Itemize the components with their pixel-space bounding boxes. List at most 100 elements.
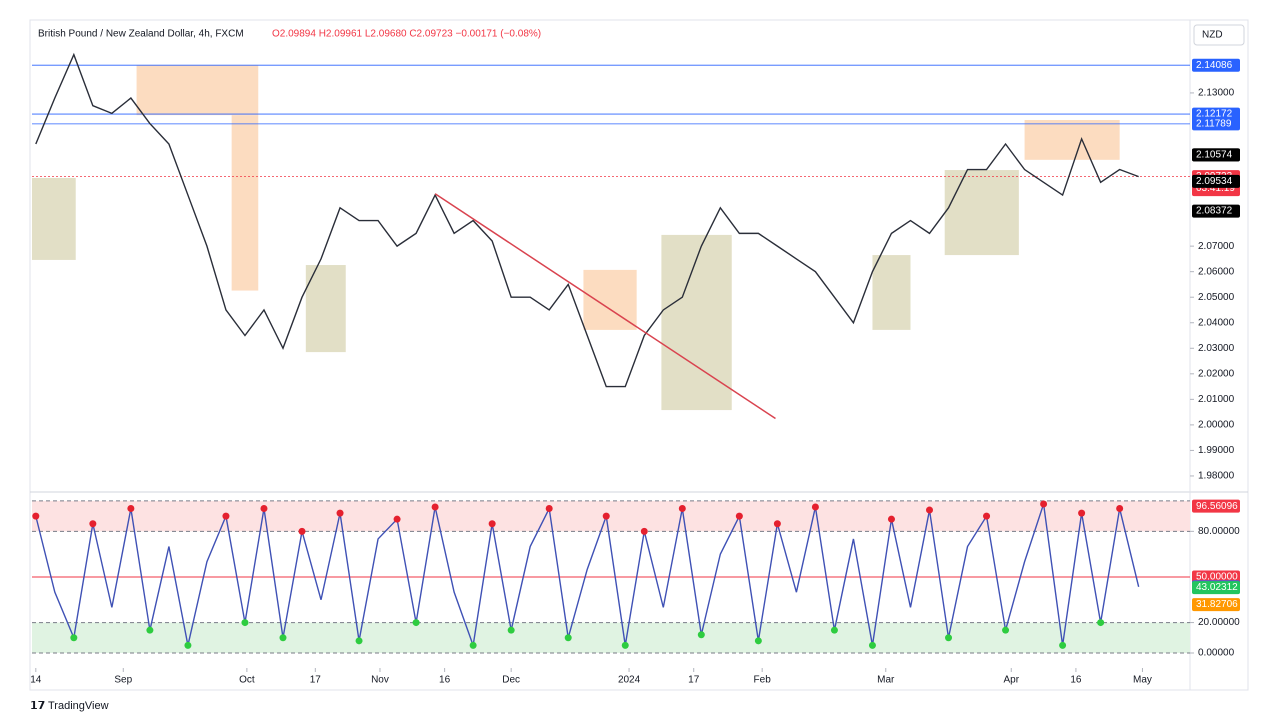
extreme-dot: [773, 520, 781, 528]
zone: [305, 265, 346, 353]
x-tick-label: 16: [439, 675, 451, 686]
y-tick-label: 1.99000: [1198, 445, 1235, 456]
x-tick-label: 14: [30, 675, 42, 686]
extreme-dot: [279, 634, 287, 642]
brand: TradingView: [48, 700, 109, 712]
x-tick-label: May: [1133, 675, 1152, 686]
extreme-dot: [355, 637, 363, 645]
currency-button[interactable]: [1193, 24, 1245, 46]
x-tick-label: Dec: [502, 675, 520, 686]
y-tick-label: 2.01000: [1198, 394, 1235, 405]
extreme-dot: [70, 634, 78, 642]
extreme-dot: [1040, 500, 1048, 508]
trendline: [434, 193, 776, 420]
extreme-dot: [298, 527, 306, 535]
y-tick-label: 2.03000: [1198, 343, 1235, 354]
x-tick-label: 16: [1070, 675, 1082, 686]
price-tag-label: 96.56096: [1196, 501, 1238, 512]
y-tick-label: 20.00000: [1198, 617, 1240, 628]
extreme-dot: [222, 512, 230, 520]
price-tag-label: 2.10574: [1196, 150, 1233, 161]
price-tag-label: 2.09534: [1196, 176, 1233, 187]
price-tag: [1192, 581, 1240, 595]
price-tag: [1192, 148, 1240, 162]
extreme-dot: [621, 641, 629, 649]
price-tag: [1192, 598, 1240, 612]
extreme-dot: [1116, 505, 1124, 513]
price-tag-label: 2.11789: [1196, 118, 1232, 129]
ohlc-legend: O2.09894 H2.09961 L2.09680 C2.09723 −0.0…: [272, 29, 541, 40]
extreme-dot: [983, 512, 991, 520]
extreme-dot: [697, 631, 705, 639]
extreme-dot: [887, 515, 895, 523]
price-tag: [1192, 570, 1240, 584]
x-tick-label: Feb: [754, 675, 772, 686]
price-tag: [1192, 174, 1240, 188]
y-tick-label: 0.00000: [1198, 648, 1235, 659]
extreme-dot: [678, 505, 686, 513]
extreme-dot: [1002, 626, 1010, 634]
y-tick-label: 2.06000: [1198, 266, 1235, 277]
zone: [231, 115, 259, 291]
extreme-dot: [127, 505, 135, 513]
x-tick-label: 17: [688, 675, 700, 686]
y-tick-label: 80.00000: [1198, 526, 1240, 537]
x-tick-label: 17: [310, 675, 322, 686]
x-tick-label: Oct: [239, 675, 255, 686]
countdown: 03:41:19: [1196, 183, 1235, 194]
zone: [872, 255, 911, 330]
extreme-dot: [469, 641, 477, 649]
zone: [32, 177, 76, 260]
extreme-dot: [868, 641, 876, 649]
y-tick-label: 2.05000: [1198, 292, 1235, 303]
extreme-dot: [602, 512, 610, 520]
x-tick-label: Nov: [371, 675, 389, 686]
x-tick-label: Sep: [114, 675, 132, 686]
extreme-dot: [393, 515, 401, 523]
extreme-dot: [431, 503, 439, 511]
price-tag: [1192, 58, 1240, 72]
y-tick-label: 2.04000: [1198, 317, 1235, 328]
price-tag: [1192, 204, 1240, 218]
zone: [583, 269, 637, 330]
price-tag-label: 50.00000: [1196, 572, 1238, 583]
extreme-dot: [735, 512, 743, 520]
price-tag-label: 2.14086: [1196, 60, 1233, 71]
chart-title: British Pound / New Zealand Dollar, 4h, …: [38, 29, 244, 40]
extreme-dot: [830, 626, 838, 634]
extreme-dot: [32, 512, 40, 520]
extreme-dot: [1059, 641, 1067, 649]
frame: [29, 19, 1249, 691]
currency-label: NZD: [1202, 30, 1223, 41]
extreme-dot: [260, 505, 268, 513]
zone: [1024, 119, 1120, 160]
extreme-dot: [811, 503, 819, 511]
y-tick-label: 2.07000: [1198, 241, 1235, 252]
y-tick-label: 1.98000: [1198, 471, 1235, 482]
x-tick-label: Mar: [877, 675, 895, 686]
extreme-dot: [89, 520, 97, 528]
price-tag-label: 43.02312: [1196, 582, 1238, 593]
extreme-dot: [1097, 619, 1105, 627]
y-tick-label: 2.13000: [1198, 88, 1235, 99]
extreme-dot: [945, 634, 953, 642]
x-tick-label: 2024: [618, 675, 641, 686]
extreme-dot: [184, 641, 192, 649]
price-tag-label: 31.82706: [1196, 599, 1238, 610]
extreme-dot: [507, 626, 515, 634]
zone: [944, 170, 1019, 256]
extreme-dot: [640, 527, 648, 535]
extreme-dot: [564, 634, 572, 642]
band: [32, 500, 1190, 532]
x-tick-label: Apr: [1003, 675, 1019, 686]
extreme-dot: [336, 509, 344, 517]
price-tag: [1192, 117, 1240, 131]
price-tag-label: 2.12172: [1196, 109, 1233, 120]
extreme-dot: [1078, 509, 1086, 517]
price-tag-label: 2.08372: [1196, 206, 1233, 217]
price-line: [35, 52, 1139, 388]
zone: [136, 65, 259, 116]
y-tick-label: 2.00000: [1198, 420, 1235, 431]
extreme-dot: [925, 506, 933, 514]
